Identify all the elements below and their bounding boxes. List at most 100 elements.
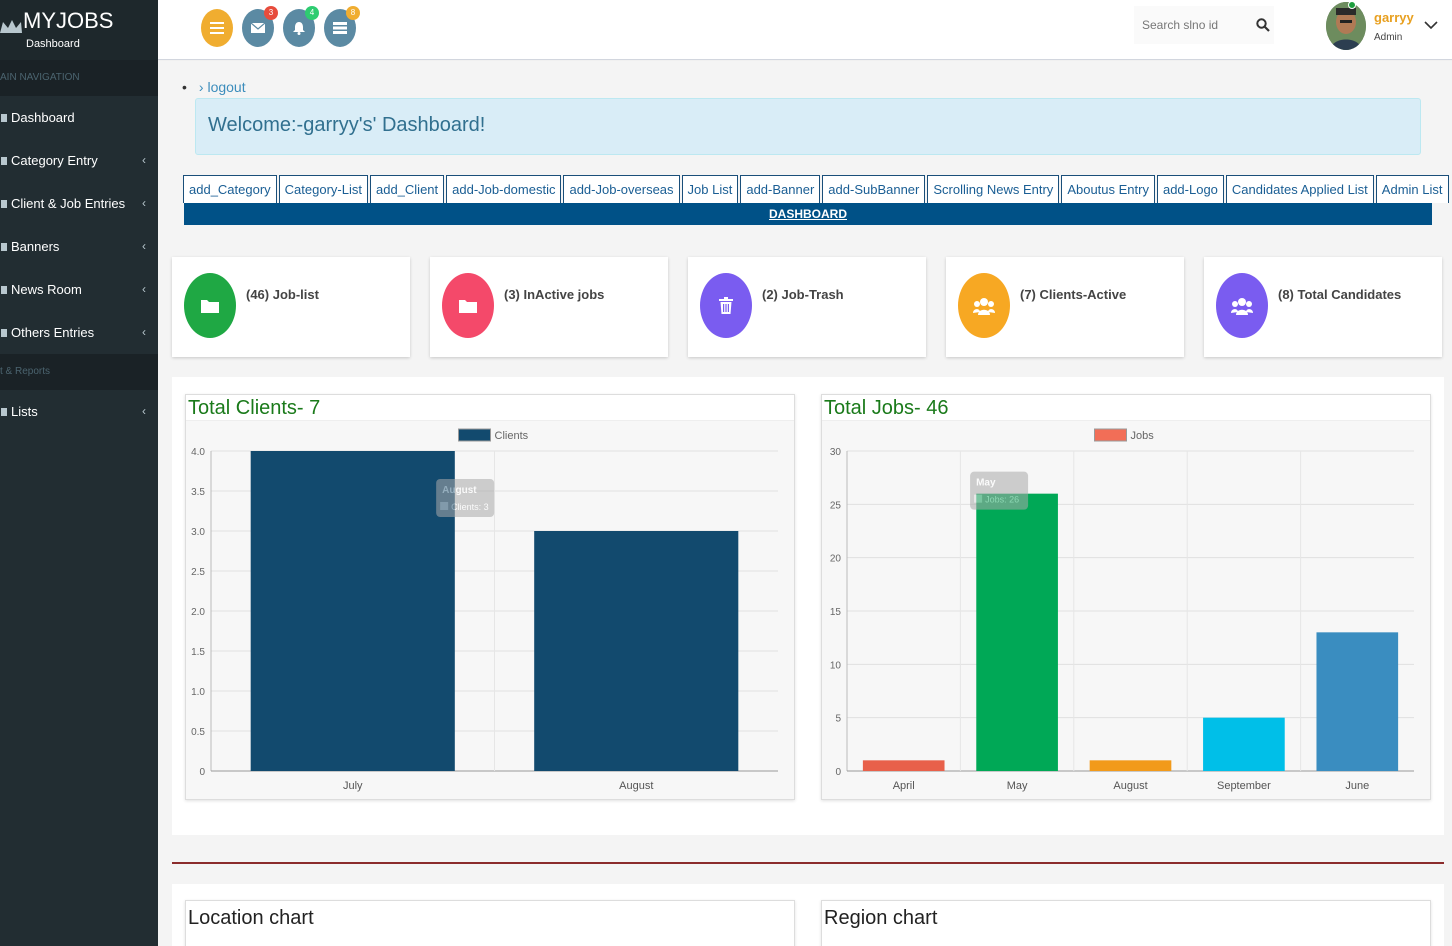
y-tick-label: 2.0 <box>191 607 205 618</box>
y-tick-label: 1.5 <box>191 647 205 658</box>
sidebar-item-others-entries[interactable]: Others Entries ‹ <box>0 311 158 354</box>
tab-scrolling-news-entry[interactable]: Scrolling News Entry <box>927 175 1060 203</box>
clients-chart-box: Total Clients- 7 Clients 0 0.5 1.0 1.5 2.0 2.5… <box>185 394 795 800</box>
y-tick-label: 20 <box>830 554 842 565</box>
stat-card[interactable]: (2) Job-Trash <box>688 257 926 357</box>
x-tick-label: April <box>893 780 915 792</box>
search-icon[interactable] <box>1256 18 1270 32</box>
tab-candidates-applied-list[interactable]: Candidates Applied List <box>1225 175 1374 203</box>
stat-card-label: (46) Job-list <box>246 287 319 302</box>
chevron-down-icon[interactable] <box>1424 18 1438 32</box>
stat-card[interactable]: (7) Clients-Active <box>946 257 1184 357</box>
notifications-button[interactable]: 4 <box>283 6 319 47</box>
stat-card[interactable]: (46) Job-list <box>172 257 410 357</box>
tooltip-box <box>970 471 1029 510</box>
brand[interactable]: MYJOBS Dashboard <box>0 0 158 60</box>
chevron-left-icon[interactable]: ‹ <box>142 282 146 296</box>
sidebar-item-client-job-entries[interactable]: Client & Job Entries ‹ <box>0 182 158 225</box>
online-status-dot <box>1348 1 1356 9</box>
sidebar-item-label: Dashboard <box>11 110 75 125</box>
y-tick-label: 3.5 <box>191 487 205 498</box>
tab-add-subbanner[interactable]: add-SubBanner <box>822 175 926 203</box>
x-tick-label: June <box>1345 780 1369 792</box>
entry-tabs: add_Category Category-List add_Client add-J… <box>183 175 1451 203</box>
bar-july <box>250 451 455 771</box>
sidebar-item-lists[interactable]: Lists ‹ <box>0 390 158 433</box>
sidebar-item-label: Client & Job Entries <box>11 196 126 211</box>
stat-card[interactable]: (8) Total Candidates <box>1204 257 1442 357</box>
region-chart-title: Region chart <box>822 901 1430 935</box>
stat-cards: (46) Job-list (3) InActive jobs (2) Job-Tr… <box>172 257 1444 357</box>
logo[interactable]: MYJOBS <box>0 8 113 34</box>
chart-legend: Clients <box>458 428 529 442</box>
tasks-button[interactable]: 8 <box>324 6 360 47</box>
chevron-left-icon[interactable]: ‹ <box>142 239 146 253</box>
region-chart-box: Region chart <box>821 900 1431 946</box>
sidebar-item-label: Banners <box>11 239 60 254</box>
logout-label: › logout <box>198 79 246 95</box>
sidebar-item-label: Category Entry <box>11 153 98 168</box>
tooltip-swatch <box>440 502 449 510</box>
logout-link[interactable]: • › logout <box>182 79 246 95</box>
sidebar-item-banners[interactable]: Banners ‹ <box>0 225 158 268</box>
jobs-chart-box: Total Jobs- 46 Jobs 0 5 10 15 20 25 30 April May A… <box>821 394 1431 800</box>
tab-add-logo[interactable]: add-Logo <box>1156 175 1224 203</box>
folder-icon <box>442 273 494 338</box>
chevron-left-icon[interactable]: ‹ <box>142 404 146 418</box>
menu-button[interactable] <box>201 9 233 47</box>
messages-badge: 3 <box>264 6 278 20</box>
bar-june <box>1316 632 1399 771</box>
bar-may <box>976 493 1058 771</box>
stat-card-label: (2) Job-Trash <box>762 287 844 302</box>
tab-add-client[interactable]: add_Client <box>369 175 445 203</box>
dashboard-icon <box>0 112 11 124</box>
avatar[interactable] <box>1326 2 1366 50</box>
stat-card-label: (3) InActive jobs <box>504 287 605 302</box>
chevron-left-icon[interactable]: ‹ <box>142 325 146 339</box>
stat-card-label: (7) Clients-Active <box>1020 287 1127 302</box>
y-tick-label: 3.0 <box>191 527 205 538</box>
stat-card-label: (8) Total Candidates <box>1278 287 1402 302</box>
legend-swatch <box>1094 428 1127 442</box>
lists-icon <box>0 406 11 418</box>
legend-label: Clients <box>495 430 529 442</box>
sidebar-item-category-entry[interactable]: Category Entry ‹ <box>0 139 158 182</box>
jobs-chart-panel: Total Jobs- 46 Jobs 0 5 10 15 20 25 30 April May A… <box>808 377 1444 835</box>
crown-icon <box>0 20 22 33</box>
clients-chart: Clients 0 0.5 1.0 1.5 2.0 2.5 3.0 3.5 4.0 July Augu… <box>191 428 778 792</box>
stat-card[interactable]: (3) InActive jobs <box>430 257 668 357</box>
legend-swatch <box>458 428 491 442</box>
sidebar-item-dashboard[interactable]: Dashboard <box>0 96 158 139</box>
chevron-left-icon[interactable]: ‹ <box>142 153 146 167</box>
y-tick-label: 5 <box>835 714 841 725</box>
search-box <box>1134 6 1274 44</box>
users-icon <box>958 273 1010 338</box>
y-tick-label: 0.5 <box>191 727 205 738</box>
tab-add-banner[interactable]: add-Banner <box>740 175 821 203</box>
users-icon <box>1216 273 1268 338</box>
tab-admin-list[interactable]: Admin List <box>1375 175 1449 203</box>
clients-chart-panel: Total Clients- 7 Clients 0 0.5 1.0 1.5 2.0 2.5… <box>172 377 808 835</box>
tab-add-category[interactable]: add_Category <box>183 175 277 203</box>
y-tick-label: 1.0 <box>191 687 205 698</box>
dashboard-bar[interactable]: DASHBOARD <box>184 203 1432 225</box>
reports-nav-list: Lists ‹ <box>0 390 158 433</box>
messages-button[interactable]: 3 <box>242 6 278 47</box>
tab-job-list[interactable]: Job List <box>681 175 739 203</box>
clients-chart-title: Total Clients- 7 <box>186 395 794 421</box>
jobs-chart-title: Total Jobs- 46 <box>822 395 1430 421</box>
user-name[interactable]: garryy <box>1374 10 1414 25</box>
tab-aboutus-entry[interactable]: Aboutus Entry <box>1061 175 1155 203</box>
chart-legend: Jobs <box>1094 428 1155 442</box>
jobs-chart: Jobs 0 5 10 15 20 25 30 April May August September J… <box>830 428 1414 792</box>
tab-category-list[interactable]: Category-List <box>278 175 368 203</box>
tab-add-job-overseas[interactable]: add-Job-overseas <box>563 175 680 203</box>
x-tick-label: August <box>619 780 653 792</box>
legend-label: Jobs <box>1131 430 1155 442</box>
tooltip-swatch <box>974 494 983 503</box>
search-input[interactable] <box>1142 12 1238 38</box>
others-icon <box>0 327 11 339</box>
tab-add-job-domestic[interactable]: add-Job-domestic <box>446 175 562 203</box>
sidebar-item-news-room[interactable]: News Room ‹ <box>0 268 158 311</box>
chevron-left-icon[interactable]: ‹ <box>142 196 146 210</box>
